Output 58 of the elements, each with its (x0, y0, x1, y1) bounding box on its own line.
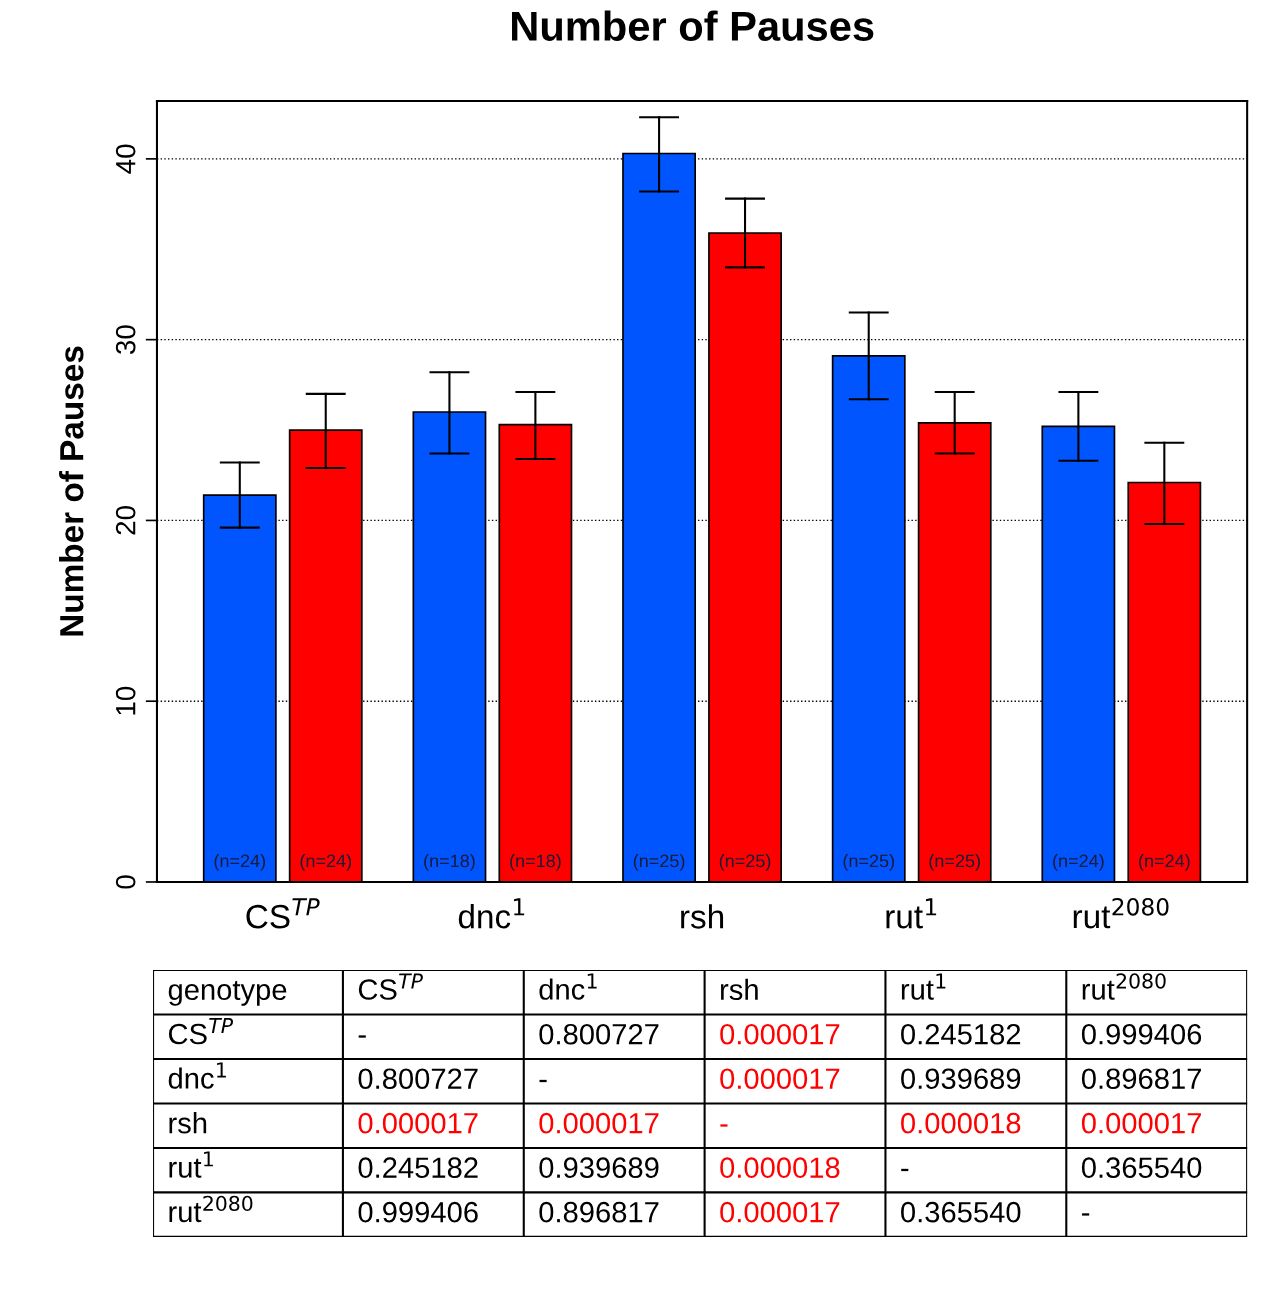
category-label: rut$^{1}$ (901, 973, 946, 1000)
x-tick-label: rut$^{1}$ (886, 898, 937, 929)
text: 0.999406 (1081, 1023, 1202, 1045)
annotation: (n=25) (843, 854, 894, 871)
text: 0.245182 (901, 1023, 1021, 1045)
text: 0.000017 (720, 1023, 840, 1045)
text: 0.000017 (358, 1112, 478, 1134)
x-tick-label: CS$^{TP}$ (246, 898, 320, 929)
text: 0.365540 (1081, 1157, 1202, 1178)
y-tick-label: 10 (115, 686, 136, 715)
text: 0.000018 (901, 1112, 1021, 1134)
y-tick-label: 20 (115, 506, 136, 535)
x-tick-label: rsh (681, 904, 724, 929)
x-tick-label: rut$^{2080}$ (1073, 898, 1169, 929)
text: 0.896817 (539, 1201, 659, 1223)
text: genotype (168, 980, 287, 1006)
text: 0.000017 (539, 1112, 659, 1134)
text: 0.896817 (1081, 1068, 1201, 1090)
annotation: (n=24) (1053, 854, 1104, 871)
y-tick-label: 0 (115, 875, 136, 889)
annotation: (n=24) (300, 854, 351, 871)
text: 0.000018 (720, 1157, 840, 1178)
annotation: (n=18) (424, 854, 475, 871)
text: - (720, 1124, 728, 1127)
annotation: (n=24) (1139, 854, 1190, 871)
category-label: rut$^{2080}$ (1082, 973, 1166, 1000)
text: 0.999406 (358, 1201, 478, 1223)
category-label: rsh (169, 1112, 207, 1134)
text: - (358, 1035, 366, 1038)
category-label: CS$^{TP}$ (358, 973, 423, 1000)
text: 0.939689 (539, 1157, 659, 1178)
text: 0.000017 (1081, 1112, 1201, 1134)
category-label: CS$^{TP}$ (168, 1018, 234, 1045)
annotation: (n=24) (214, 854, 266, 871)
annotation: (n=18) (510, 854, 561, 871)
text: 0.939689 (901, 1068, 1021, 1090)
text: 0.800727 (358, 1068, 478, 1090)
annotation: (n=25) (929, 854, 980, 871)
text: 0.000017 (720, 1068, 840, 1090)
y-axis-title: Number of Pauses (59, 346, 84, 636)
category-label: rut$^{2080}$ (169, 1195, 253, 1223)
text: 0.000017 (720, 1201, 840, 1223)
y-tick-label: 40 (115, 144, 136, 174)
text: - (1082, 1213, 1090, 1216)
category-label: dnc$^{1}$ (168, 1062, 226, 1089)
x-tick-label: dnc$^{1}$ (458, 898, 525, 929)
text: 0.365540 (901, 1201, 1021, 1223)
annotation: (n=25) (719, 854, 771, 871)
category-label: rsh (721, 978, 758, 1001)
category-label: rut$^{1}$ (169, 1151, 213, 1178)
y-tick-label: 30 (115, 325, 136, 355)
text: - (901, 1168, 909, 1172)
text: 0.800727 (539, 1023, 659, 1045)
category-label: dnc$^{1}$ (539, 973, 597, 1000)
annotation: (n=25) (633, 854, 685, 871)
text: 0.245182 (358, 1157, 478, 1178)
text: - (539, 1079, 547, 1083)
chart-title: Number of Pauses (512, 10, 874, 42)
